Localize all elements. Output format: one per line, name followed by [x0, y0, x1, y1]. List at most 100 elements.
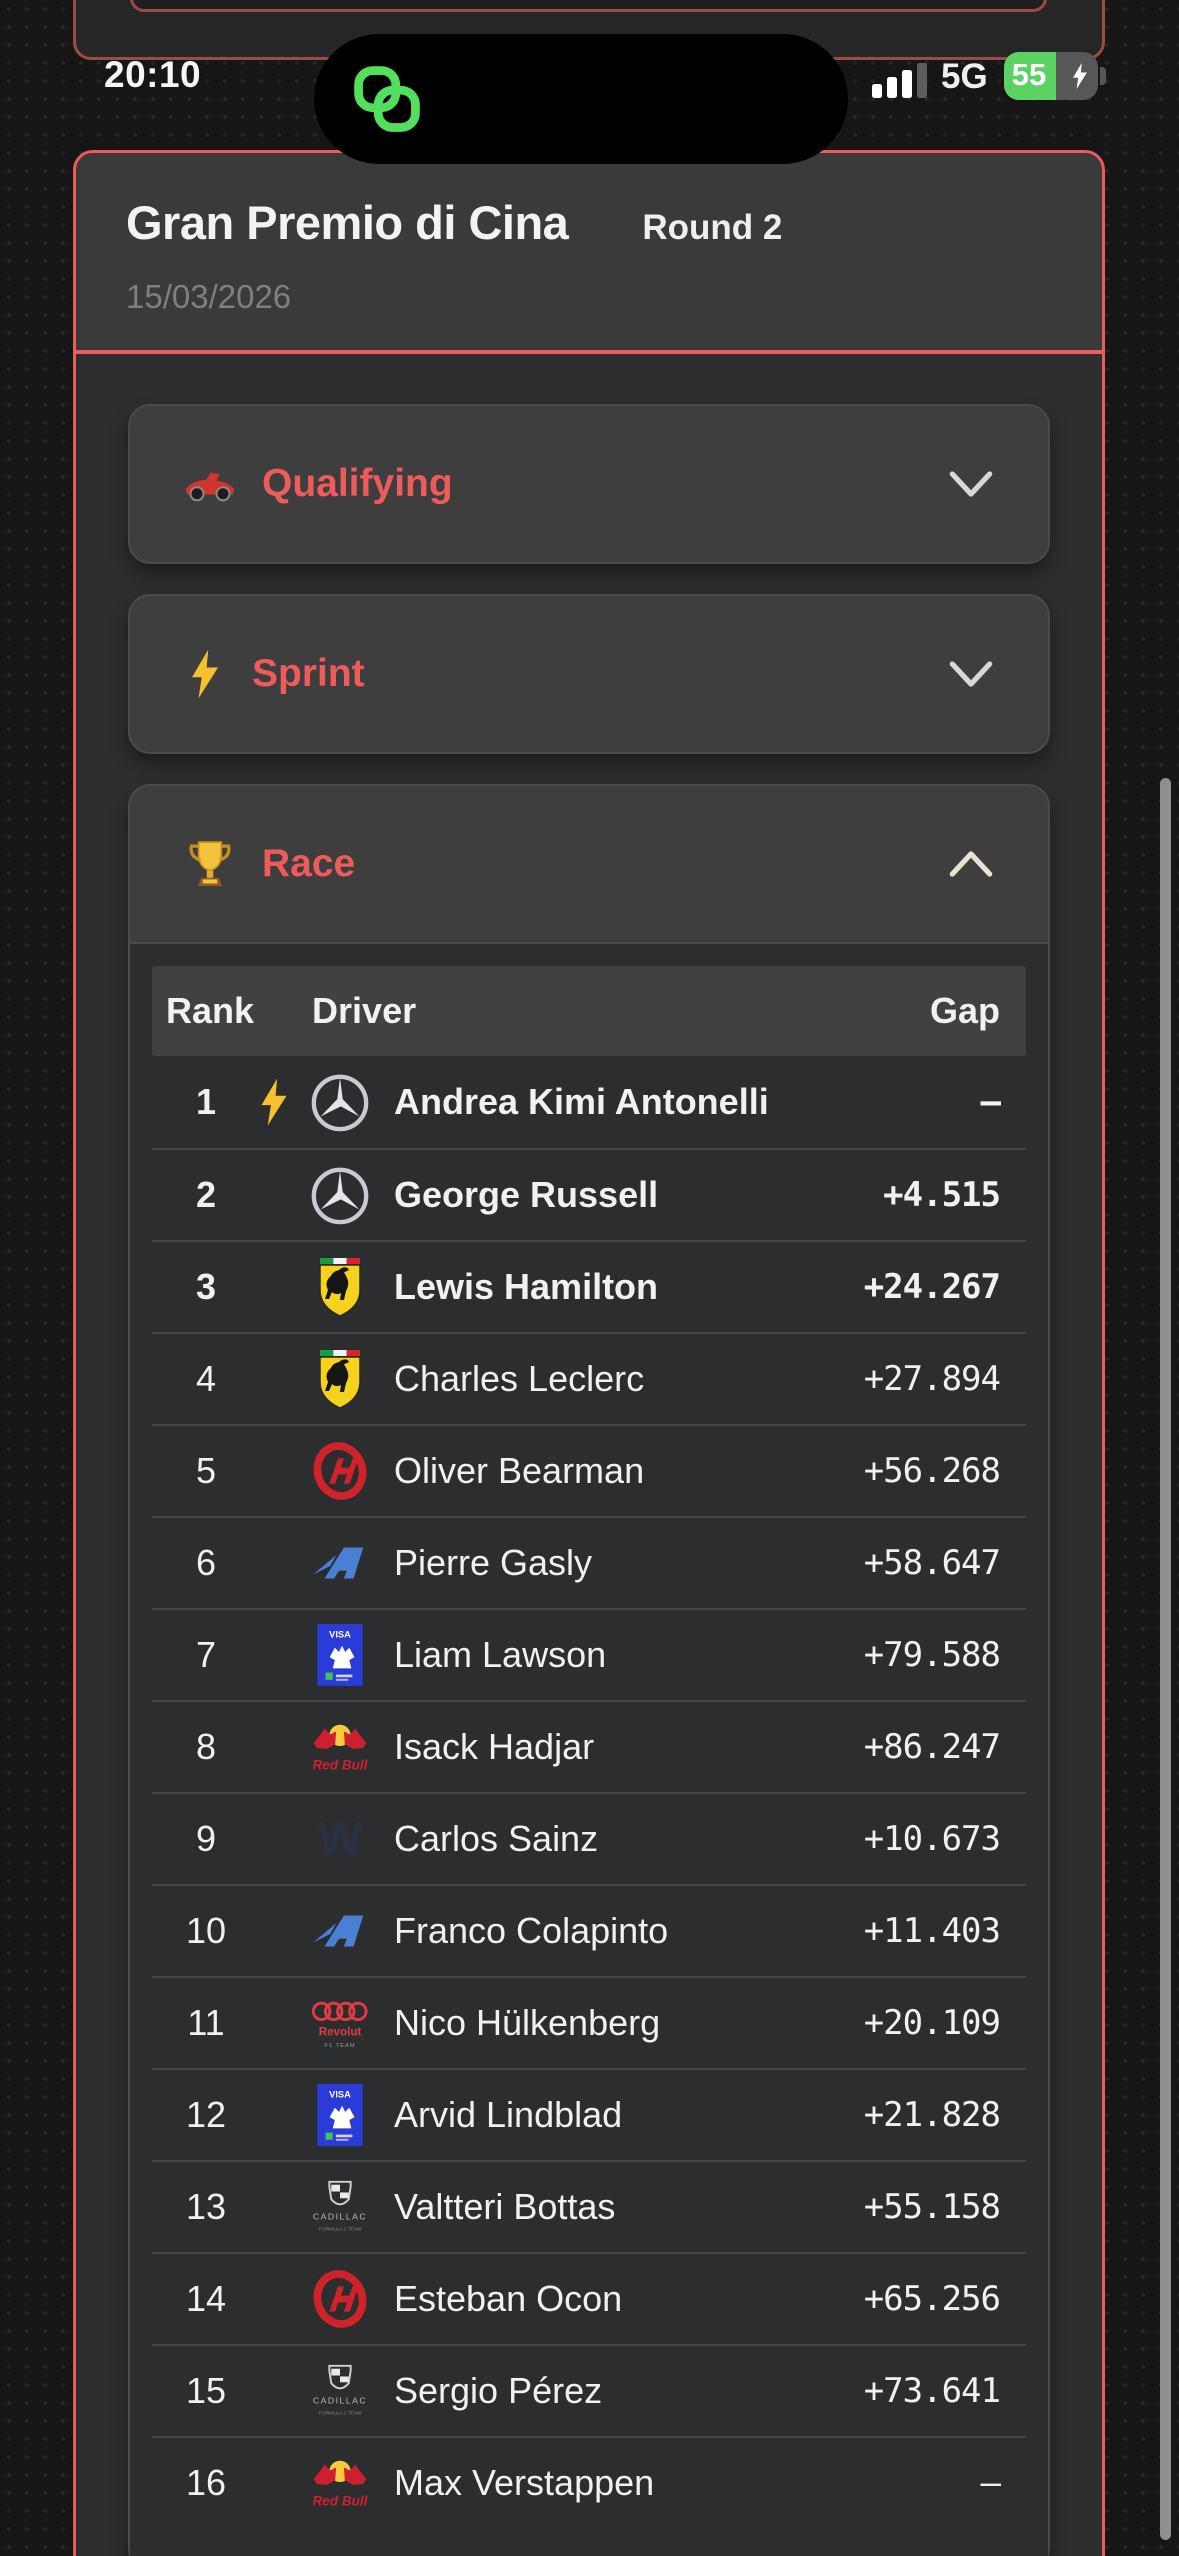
gap-value: +21.828 — [863, 2095, 1001, 2135]
gap-value: +55.158 — [863, 2187, 1001, 2227]
table-row: 16 Max Verstappen – — [152, 2436, 1026, 2528]
gap-value: +58.647 — [863, 1543, 1001, 1583]
driver-name: Lewis Hamilton — [394, 1266, 659, 1308]
charging-bolt-icon — [1072, 62, 1087, 90]
driver-name: Arvid Lindblad — [394, 2094, 623, 2136]
mercedes-logo — [302, 1071, 378, 1133]
table-row: 12 Arvid Lindblad +21.828 — [152, 2068, 1026, 2160]
gap-value: +65.256 — [863, 2279, 1001, 2319]
network-type: 5G — [941, 57, 988, 96]
gap-value: +73.641 — [863, 2371, 1001, 2411]
rank-cell: 7 — [195, 1634, 217, 1675]
driver-name: Esteban Ocon — [394, 2278, 623, 2320]
driver-name: Franco Colapinto — [394, 1910, 669, 1952]
rank-cell: 12 — [185, 2094, 227, 2135]
driver-name: Liam Lawson — [394, 1634, 607, 1676]
racing-bulls-logo — [302, 1624, 378, 1686]
rank-cell: 1 — [195, 1081, 217, 1122]
driver-name: Isack Hadjar — [394, 1726, 595, 1768]
accordion-race: Race Rank Driver Gap 1 Andrea Kimi Anton… — [128, 784, 1050, 2556]
audi-logo — [302, 1992, 378, 2054]
page-title: Gran Premio di Cina — [126, 196, 569, 249]
qualifying-header[interactable]: Qualifying — [130, 406, 1048, 562]
gap-value: +24.267 — [863, 1267, 1001, 1307]
table-row: 7 Liam Lawson +79.588 — [152, 1608, 1026, 1700]
cadillac-logo — [302, 2176, 378, 2238]
alpine-logo — [302, 1900, 378, 1962]
lightning-icon — [192, 649, 218, 699]
driver-name: Max Verstappen — [394, 2462, 655, 2504]
driver-name: George Russell — [394, 1174, 659, 1216]
qualifying-label: Qualifying — [262, 462, 453, 505]
rank-cell: 14 — [185, 2278, 227, 2319]
sprint-header[interactable]: Sprint — [130, 596, 1048, 752]
grand-prix-card: Gran Premio di Cina Round 2 15/03/2026 Q… — [73, 150, 1105, 2556]
gap-value: – — [980, 1082, 1002, 1122]
table-row: 1 Andrea Kimi Antonelli – — [152, 1056, 1026, 1148]
fastest-lap-bolt-icon — [261, 1078, 287, 1126]
battery-percent: 55 — [1011, 57, 1047, 92]
gap-value: – — [980, 2463, 1002, 2503]
racecar-icon — [184, 471, 236, 502]
chevron-down-icon — [948, 469, 994, 499]
gap-value: +4.515 — [883, 1175, 1001, 1215]
table-row: 14 Esteban Ocon +65.256 — [152, 2252, 1026, 2344]
chevron-down-icon — [948, 659, 994, 689]
gap-value: +11.403 — [863, 1911, 1001, 1951]
table-row: 6 Pierre Gasly +58.647 — [152, 1516, 1026, 1608]
ferrari-logo — [302, 1348, 378, 1410]
battery-fill — [1003, 52, 1057, 100]
table-row: 13 Valtteri Bottas +55.158 — [152, 2160, 1026, 2252]
cadillac-logo — [302, 2360, 378, 2422]
column-gap: Gap — [929, 990, 1000, 1031]
sprint-label: Sprint — [252, 652, 365, 695]
signal-strength-icon — [872, 60, 927, 98]
sessions-list: Qualifying Sprint Race Rank Driver G — [76, 354, 1102, 2556]
rank-cell: 13 — [185, 2186, 227, 2227]
driver-name: Pierre Gasly — [394, 1542, 593, 1584]
table-row: 10 Franco Colapinto +11.403 — [152, 1884, 1026, 1976]
red-bull-logo — [302, 1716, 378, 1778]
hotspot-link-icon — [352, 64, 422, 134]
chevron-up-icon — [948, 849, 994, 879]
rank-cell: 4 — [195, 1358, 217, 1399]
williams-logo — [302, 1808, 378, 1870]
column-rank: Rank — [166, 990, 255, 1031]
gap-value: +10.673 — [863, 1819, 1001, 1859]
gap-value: +79.588 — [863, 1635, 1001, 1675]
trophy-icon — [189, 840, 231, 888]
driver-name: Charles Leclerc — [394, 1358, 645, 1400]
scrollbar-thumb[interactable] — [1160, 778, 1171, 2540]
gap-value: +56.268 — [863, 1451, 1001, 1491]
rank-cell: 9 — [195, 1818, 217, 1859]
gap-value: +20.109 — [863, 2003, 1001, 2043]
gap-value: +86.247 — [863, 1727, 1001, 1767]
rank-cell: 10 — [185, 1910, 227, 1951]
table-row: 3 Lewis Hamilton +24.267 — [152, 1240, 1026, 1332]
race-header[interactable]: Race — [130, 786, 1048, 942]
table-row: 5 Oliver Bearman +56.268 — [152, 1424, 1026, 1516]
race-label: Race — [262, 842, 356, 885]
dynamic-island[interactable] — [314, 34, 848, 164]
table-header-row: Rank Driver Gap — [152, 966, 1026, 1056]
rank-cell: 8 — [195, 1726, 217, 1767]
battery-nub — [1099, 67, 1106, 85]
driver-name: Andrea Kimi Antonelli — [394, 1081, 769, 1123]
race-results-table: Rank Driver Gap 1 Andrea Kimi Antonelli … — [130, 942, 1048, 2556]
driver-name: Nico Hülkenberg — [394, 2002, 661, 2044]
rank-cell: 5 — [195, 1450, 217, 1491]
driver-name: Valtteri Bottas — [394, 2186, 616, 2228]
status-icons: 5G 55 — [872, 52, 1106, 100]
rank-cell: 3 — [195, 1266, 217, 1307]
alpine-logo — [302, 1532, 378, 1594]
event-header: Gran Premio di Cina Round 2 15/03/2026 — [76, 153, 1102, 354]
haas-logo — [302, 2268, 378, 2330]
status-time: 20:10 — [104, 54, 202, 95]
battery-indicator: 55 — [1003, 52, 1106, 100]
table-row: 2 George Russell +4.515 — [152, 1148, 1026, 1240]
rank-cell: 11 — [187, 2002, 225, 2043]
ferrari-logo — [302, 1256, 378, 1318]
table-row: 11 Nico Hülkenberg +20.109 — [152, 1976, 1026, 2068]
fastest-lap-slot — [246, 1077, 302, 1127]
